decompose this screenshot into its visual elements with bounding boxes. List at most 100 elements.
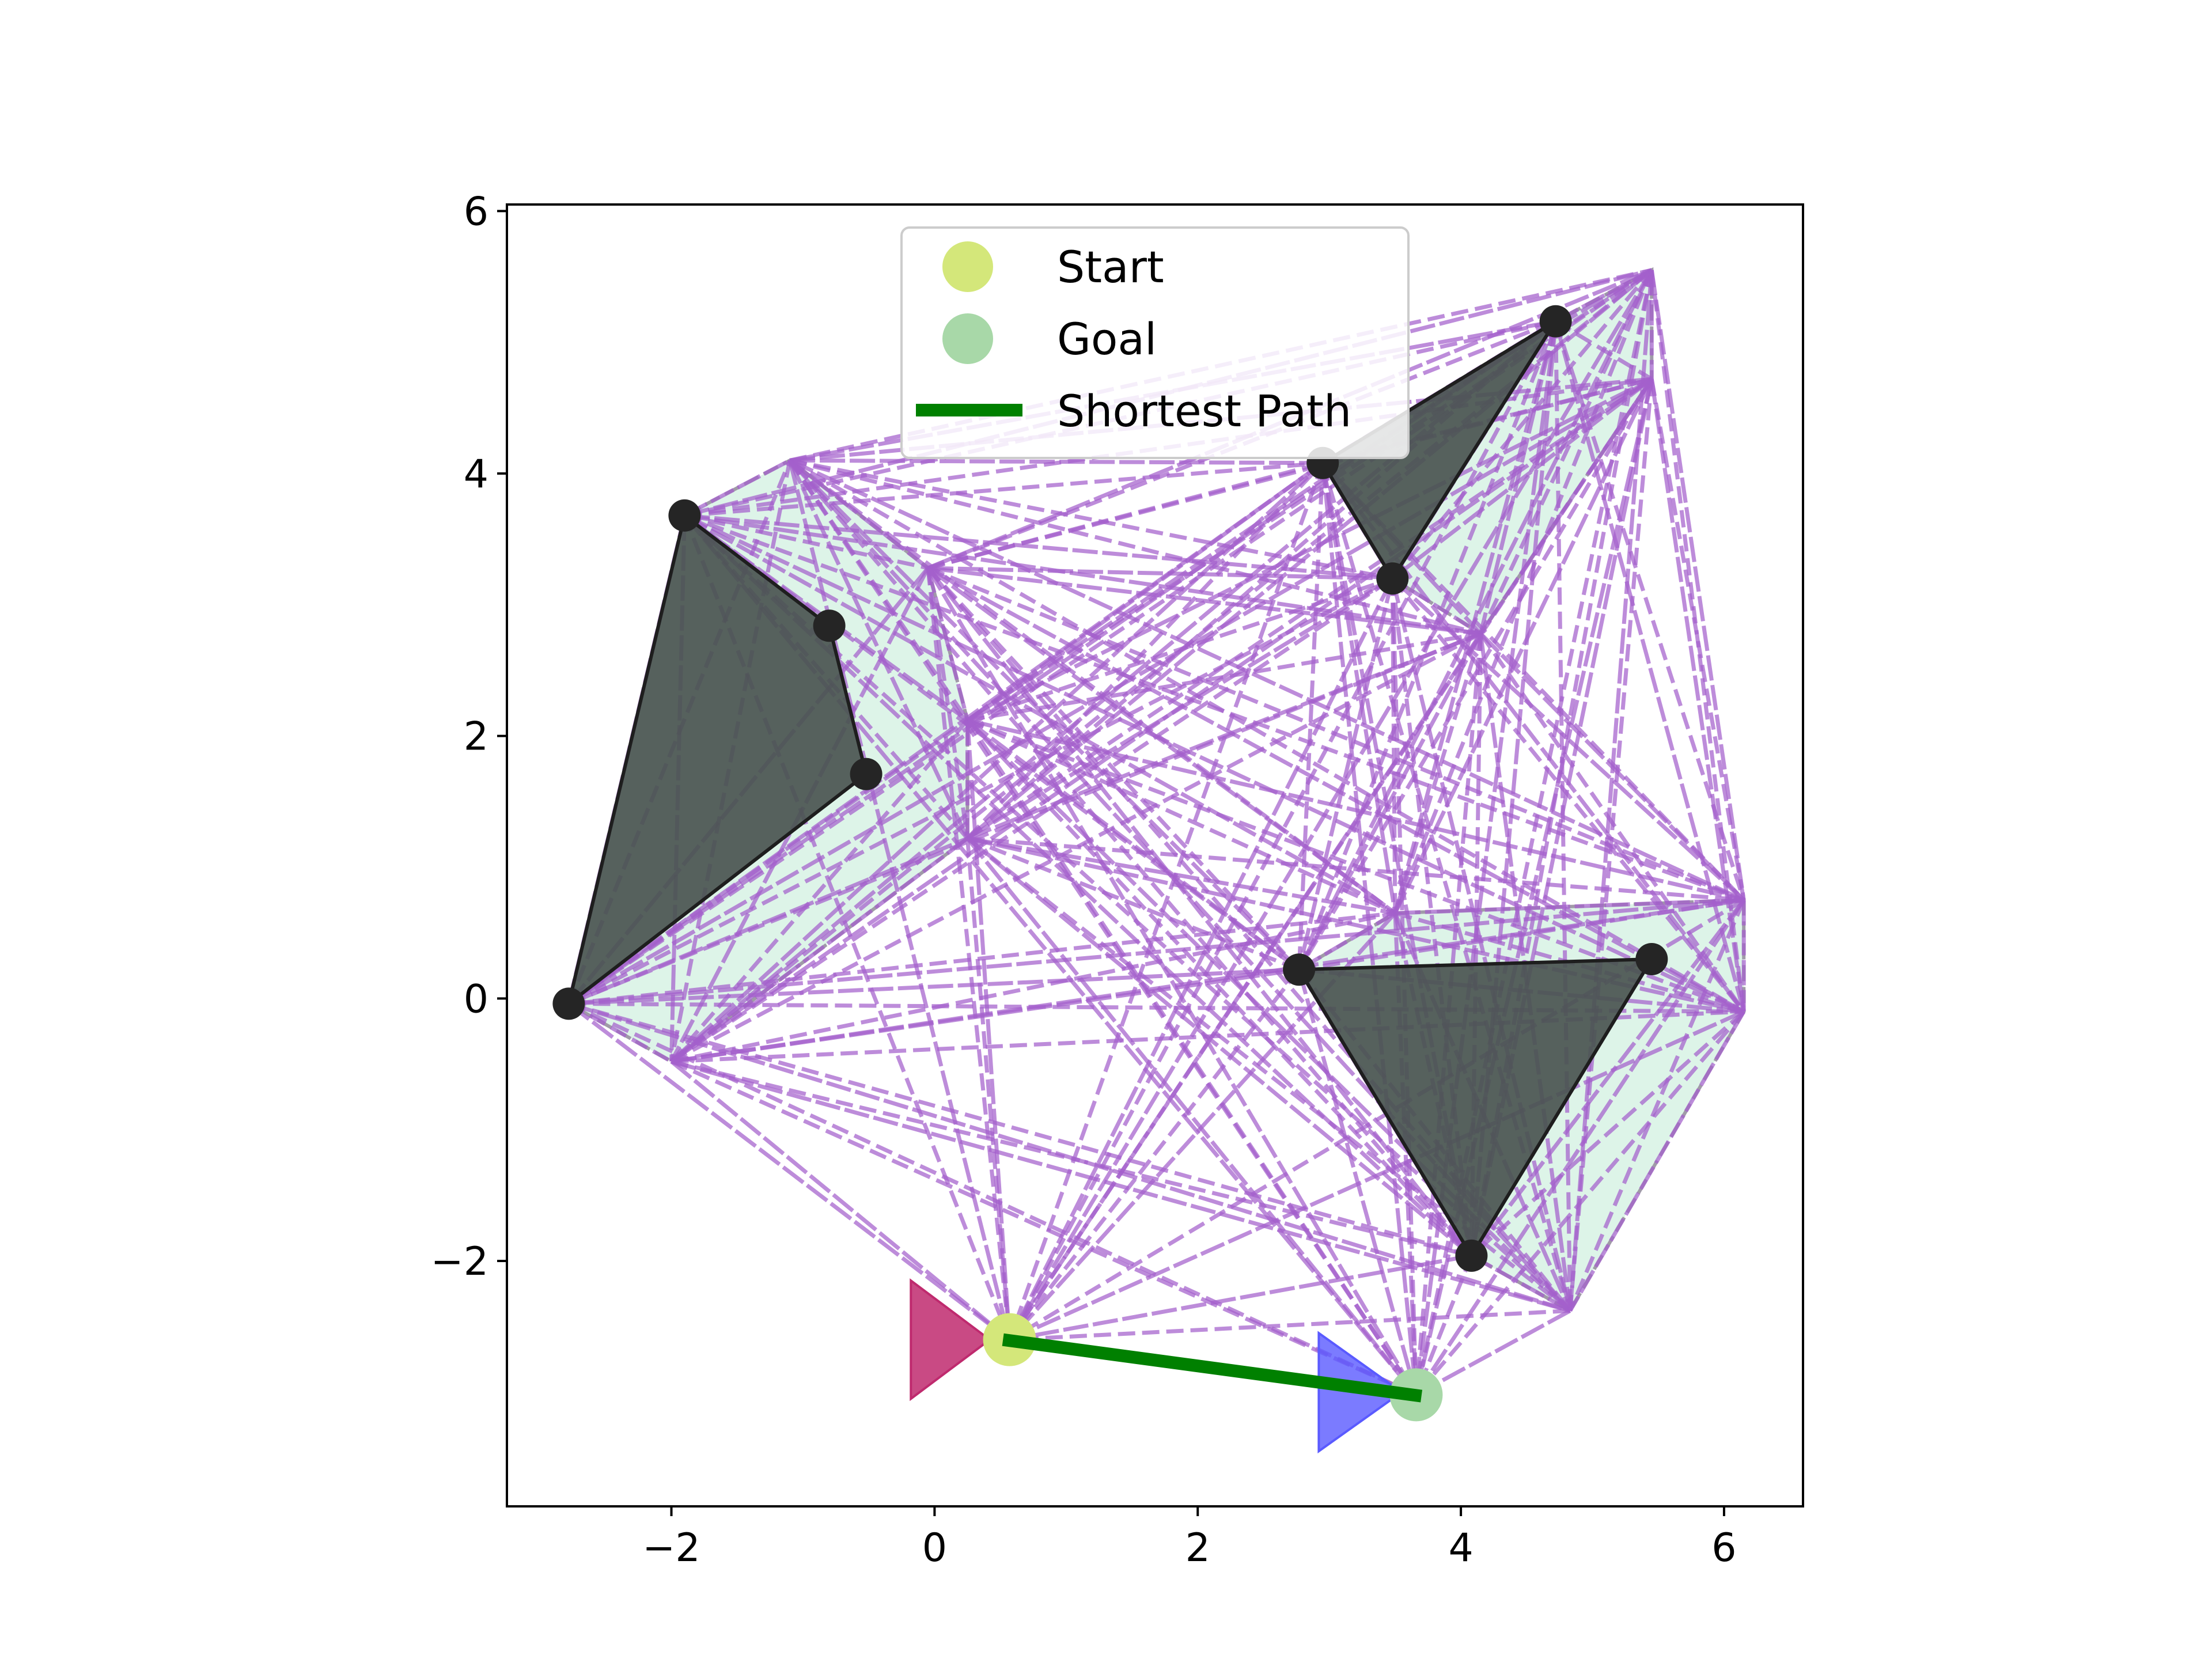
visibility-edge	[1479, 632, 1745, 902]
visibility-edge	[926, 566, 1301, 971]
visibility-edge	[670, 836, 969, 1063]
start-goal-markers	[910, 1278, 1443, 1454]
visibility-edge	[1568, 899, 1746, 1312]
visibility-edge	[788, 459, 1474, 1257]
visibility-edge	[568, 836, 968, 1006]
visibility-edge	[1391, 577, 1745, 902]
y-tick-label: −2	[431, 1239, 488, 1285]
visibility-edge	[671, 1059, 1417, 1397]
obstacle-bottom-right	[1296, 957, 1655, 1259]
obstacle-vertices	[552, 305, 1668, 1272]
visibility-edge	[965, 838, 1012, 1340]
visibility-edge	[1393, 378, 1654, 914]
visibility-edge	[966, 836, 1473, 1257]
visibility-edge	[966, 268, 1653, 840]
visibility-edge	[1007, 577, 1395, 1341]
visibility-edge	[1414, 1010, 1745, 1396]
visibility-edge	[926, 567, 1012, 1340]
visibility-edge	[1298, 911, 1396, 972]
visibility-edge	[569, 967, 1300, 1006]
legend-path-label: Shortest Path	[1057, 385, 1351, 437]
start-heading-triangle	[910, 1278, 992, 1402]
y-tick-label: 6	[464, 189, 488, 234]
visibility-edge	[1391, 577, 1482, 635]
visibility-edge	[684, 461, 1323, 518]
visibility-edge	[1390, 578, 1573, 1312]
visibility-edge	[789, 459, 1745, 902]
visibility-edge	[1479, 632, 1746, 1013]
obstacle-vertex	[1455, 1239, 1488, 1272]
visibility-edge	[926, 567, 969, 721]
visibility-edge	[1568, 378, 1654, 1311]
visibility-edge	[567, 1002, 1011, 1342]
visibility-edge	[966, 718, 1301, 971]
obstacle-vertex	[1283, 953, 1316, 986]
visibility-edge	[1414, 633, 1483, 1395]
visibility-edge	[1007, 632, 1483, 1341]
visibility-edge	[1649, 378, 1746, 1012]
visibility-edge	[1297, 463, 1325, 970]
visibility-edge	[1007, 968, 1301, 1341]
plot-frame	[506, 203, 1804, 1508]
visibility-edge	[966, 377, 1653, 722]
visibility-edge	[967, 836, 1396, 915]
visibility-edge	[790, 458, 1323, 465]
obstacle-top-right	[1320, 320, 1558, 582]
visibility-edge	[965, 719, 1418, 1396]
visibility-edge	[1414, 321, 1558, 1395]
visibility-edge	[568, 631, 1482, 1006]
visibility-edge	[683, 459, 791, 518]
visibility-edge	[671, 1059, 1472, 1258]
visibility-edge	[1554, 320, 1746, 901]
visibility-edge	[1008, 898, 1745, 1342]
visibility-edge	[1393, 320, 1558, 914]
obstacles	[566, 320, 1655, 1259]
visibility-edge	[1007, 269, 1654, 1341]
x-axis-ticks: −2 0 2 4 6	[642, 1506, 1737, 1571]
visibility-edge	[1297, 578, 1395, 971]
visibility-edge	[965, 461, 1324, 840]
x-tick-label: 2	[1185, 1525, 1210, 1571]
visibility-edge	[1009, 1009, 1745, 1342]
visibility-edge	[787, 460, 1012, 1340]
visibility-edge	[966, 461, 1324, 722]
visibility-edge	[568, 1002, 1472, 1258]
visibility-edge	[788, 459, 1418, 1396]
visibility-edge	[1554, 268, 1653, 323]
visibility-edge	[1393, 632, 1483, 914]
visibility-edges	[566, 268, 1746, 1397]
visibility-edge	[567, 577, 1393, 1006]
obstacle-vertex	[1539, 305, 1572, 338]
visibility-edge	[1470, 1010, 1745, 1257]
visibility-edge	[1320, 462, 1573, 1312]
visibility-edge	[671, 911, 1396, 1064]
x-tick-label: 0	[922, 1525, 947, 1571]
visibility-edge	[1009, 1253, 1472, 1342]
visibility-edge	[926, 566, 1396, 915]
visibility-edge	[926, 566, 1474, 1257]
visibility-edge	[1649, 270, 1746, 901]
visibility-edge	[1007, 462, 1325, 1340]
visibility-edge	[569, 898, 1744, 1006]
visibility-edge	[787, 459, 969, 839]
obstacle-vertex	[813, 609, 846, 642]
legend-start-label: Start	[1057, 241, 1164, 293]
legend-goal-label: Goal	[1057, 313, 1157, 365]
visibility-edge	[683, 513, 1396, 915]
visibility-edge	[927, 566, 1481, 636]
visibility-edge	[669, 719, 969, 1063]
visibility-edge	[966, 320, 1557, 840]
visibility-edge	[1321, 461, 1745, 1013]
obstacle-vertex	[668, 499, 701, 532]
visibility-edge	[1395, 898, 1744, 915]
visibility-edge	[671, 1009, 1744, 1064]
visibility-edge	[670, 1059, 1011, 1342]
visibility-edge	[1479, 269, 1654, 635]
visibility-edge	[927, 566, 1393, 581]
visibility-edge	[1298, 898, 1744, 972]
visibility-edge	[1649, 378, 1746, 901]
x-tick-label: 4	[1448, 1525, 1473, 1571]
visibility-edge	[1649, 270, 1746, 1012]
obstacle-vertex	[850, 757, 882, 790]
